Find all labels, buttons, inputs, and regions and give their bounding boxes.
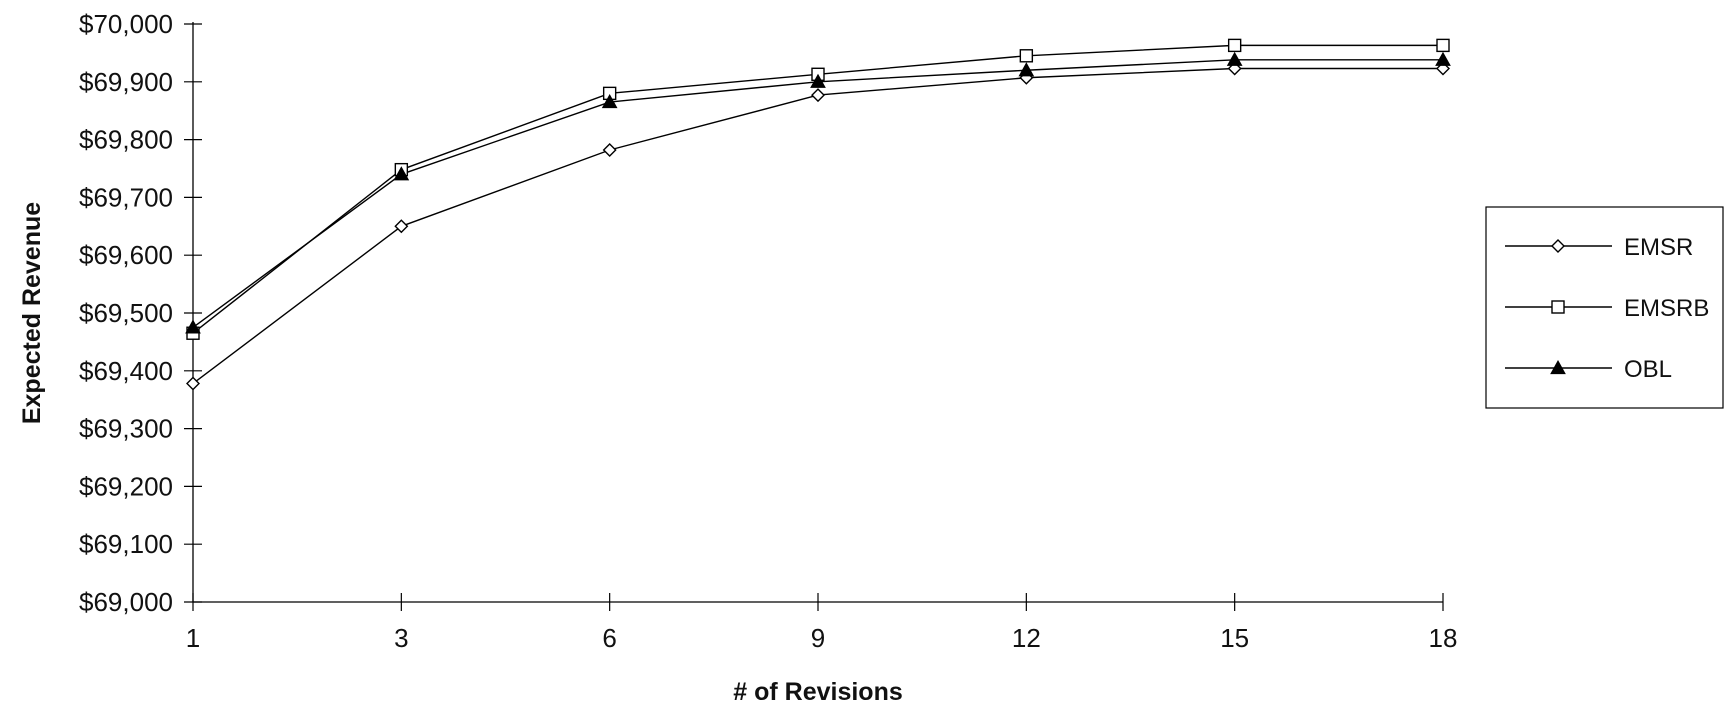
x-tick-label: 3 — [394, 623, 408, 653]
data-point-emsr — [394, 219, 409, 234]
y-tick-label: $69,300 — [79, 414, 173, 444]
legend-marker-obl — [1550, 359, 1566, 375]
data-point-emsr — [1436, 61, 1450, 76]
y-tick-label: $69,000 — [79, 587, 173, 617]
legend-marker-emsrb — [1551, 300, 1565, 314]
y-tick-label: $69,600 — [79, 240, 173, 270]
y-tick-label: $69,500 — [79, 298, 173, 328]
y-axis-title: Expected Revenue — [18, 202, 46, 424]
x-tick-label: 15 — [1220, 623, 1249, 653]
data-point-obl — [1435, 51, 1451, 66]
y-tick-label: $69,700 — [79, 182, 173, 212]
data-point-emsr — [811, 88, 825, 103]
legend-label-emsr: EMSR — [1624, 234, 1693, 261]
data-point-emsr — [1227, 61, 1242, 76]
x-axis-ticks: 1 3 6 9 12 15 18 — [186, 593, 1458, 653]
legend-label-obl: OBL — [1624, 356, 1672, 383]
series-line-emsr — [192, 67, 1443, 385]
data-point-obl — [601, 94, 618, 109]
legend-label-emsrb: EMSRB — [1624, 295, 1709, 322]
x-axis-title: # of Revisions — [733, 678, 903, 706]
x-tick-label: 1 — [186, 623, 200, 653]
y-tick-label: $69,100 — [79, 529, 173, 559]
data-point-obl — [810, 73, 826, 88]
x-tick-label: 18 — [1429, 623, 1458, 653]
data-point-emsr — [602, 143, 617, 157]
y-axis-ticks: $69,000 $69,100 $69,200 $69,300 $69,400 $69,5… — [79, 9, 202, 617]
data-point-emsrb — [1019, 49, 1034, 63]
y-tick-label: $69,200 — [79, 471, 173, 501]
x-tick-label: 12 — [1012, 623, 1041, 653]
x-tick-label: 6 — [602, 623, 616, 653]
y-tick-label: $69,400 — [79, 356, 173, 386]
axes — [192, 22, 1443, 603]
data-point-emsrb — [1227, 38, 1242, 53]
x-tick-label: 9 — [811, 623, 825, 653]
y-tick-label: $69,800 — [79, 125, 173, 155]
legend: EMSR EMSRB OBL — [1485, 206, 1724, 409]
data-point-obl — [185, 319, 201, 334]
legend-marker-emsr — [1551, 239, 1565, 253]
data-point-emsrb — [1436, 38, 1450, 53]
series-markers — [185, 38, 1451, 391]
data-point-emsr — [186, 376, 200, 391]
y-tick-label: $69,900 — [79, 67, 173, 97]
y-tick-label: $70,000 — [79, 9, 173, 39]
data-point-obl — [1226, 51, 1243, 66]
data-point-obl — [1018, 62, 1035, 77]
data-point-obl — [393, 166, 410, 181]
